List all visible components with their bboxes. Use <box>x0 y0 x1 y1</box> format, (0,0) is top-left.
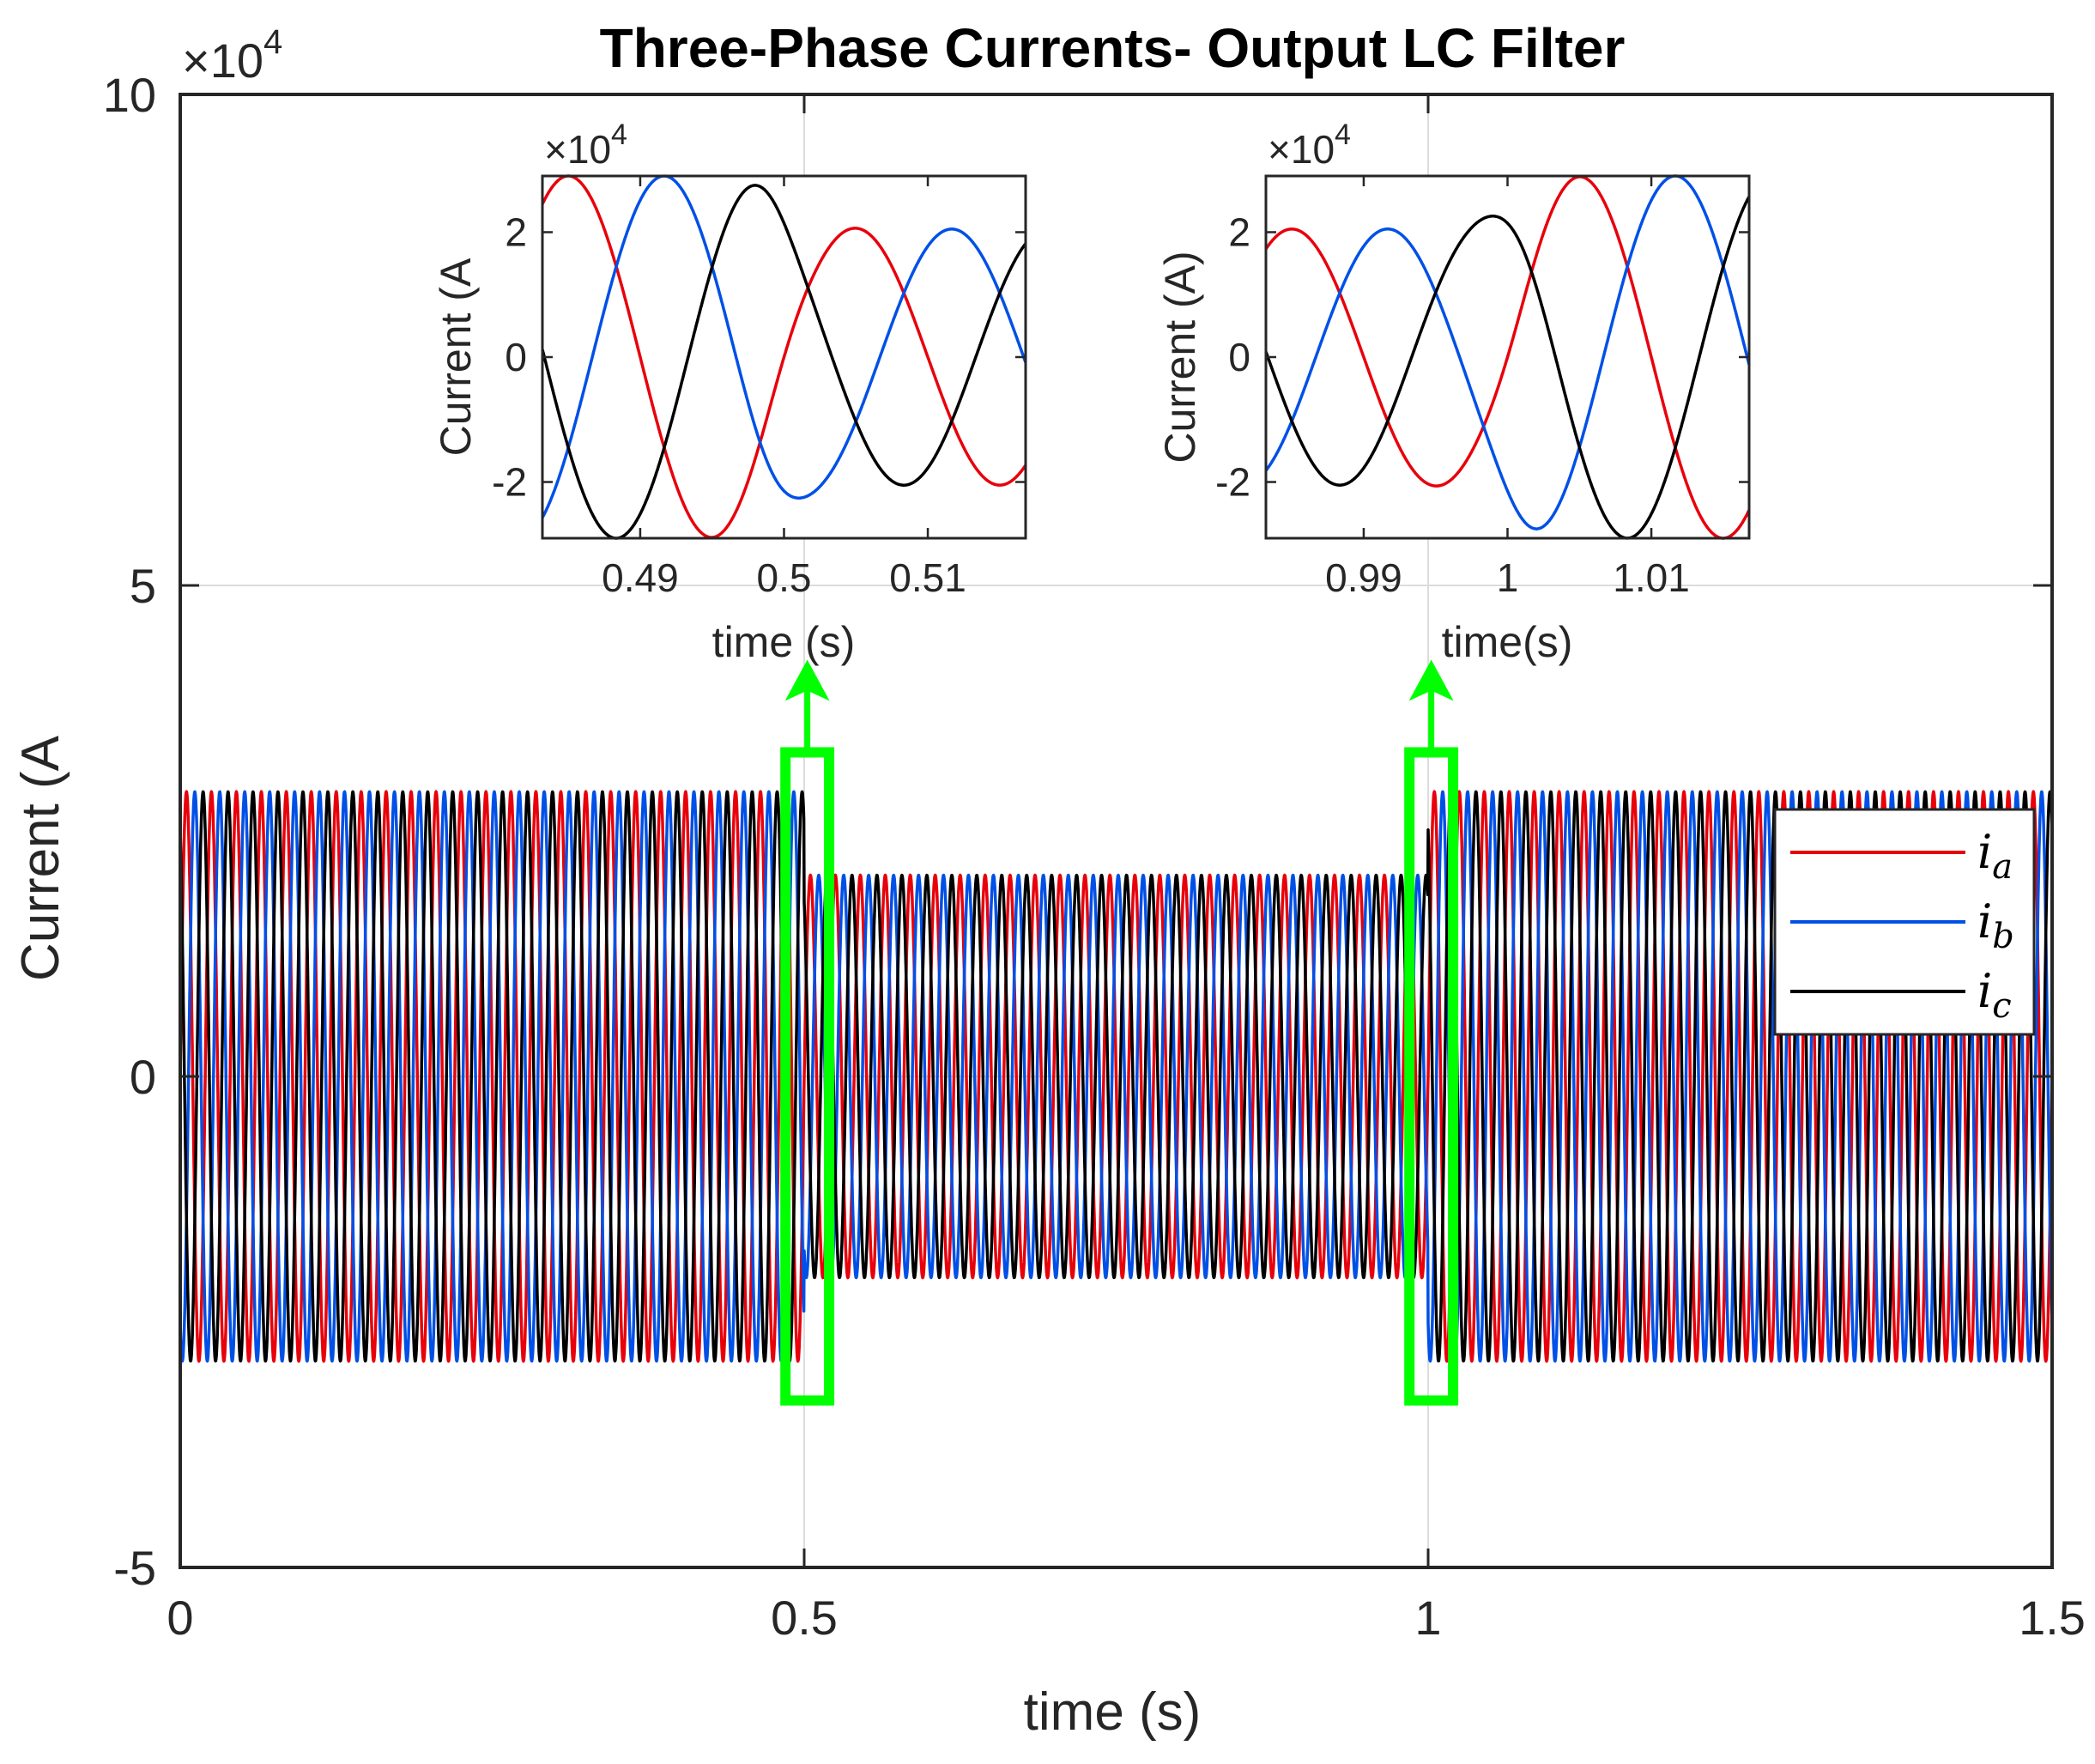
inset-series-line-i_c <box>1264 196 1751 540</box>
y-tick-label: 0 <box>130 1050 156 1104</box>
inset-y-tick-label: 0 <box>505 335 527 379</box>
inset-series-line-i_c <box>541 184 1027 540</box>
inset2-y-label: Current (A) <box>1156 251 1204 463</box>
inset-chart-2: 0.99 1 1.01 -2 0 2 time(s) Current (A) ×104 <box>1156 118 1751 666</box>
legend-label-subscript: c <box>1992 986 2011 1026</box>
inset2-series <box>1264 174 1751 540</box>
inset1-frame <box>541 174 1027 540</box>
inset-y-tick-label: 2 <box>505 209 527 254</box>
legend-label-subscript: b <box>1992 917 2014 956</box>
legend-label-base: i <box>1977 964 1992 1018</box>
main-series <box>179 790 2054 1363</box>
legend-label: ia <box>1977 825 2013 887</box>
inset2-frame <box>1264 174 1751 540</box>
x-tick-label: 0.5 <box>771 1591 838 1645</box>
legend-label-base: i <box>1977 894 1992 949</box>
x-tick-label: 1.5 <box>2019 1591 2086 1645</box>
inset-y-tick-label: 0 <box>1228 335 1250 379</box>
inset-y-tick-label: -2 <box>492 460 527 505</box>
main-plot-frame <box>179 93 2054 1569</box>
y-tick-label: 10 <box>103 68 156 122</box>
legend-label-base: i <box>1977 825 1992 879</box>
highlight-boxes <box>780 659 1459 1406</box>
x-tick-label: 1 <box>1414 1591 1441 1645</box>
highlight-arrow-head <box>1408 659 1454 701</box>
x-axis-label: time (s) <box>1024 1682 1202 1742</box>
legend-label-subscript: a <box>1992 847 2013 887</box>
chart-title: Three-Phase Currents- Output LC Filter <box>600 17 1626 79</box>
inset1-exponent-base: ×10 <box>544 127 611 172</box>
y-exponent-label: ×104 <box>182 23 282 88</box>
inset-x-tick-label: 0.99 <box>1325 555 1402 600</box>
y-tick-label: -5 <box>113 1541 156 1595</box>
inset-x-tick-label: 0.51 <box>889 555 966 600</box>
inset2-exponent-label: ×104 <box>1268 118 1351 172</box>
highlight-arrow-head <box>784 659 830 701</box>
inset2-exponent-base: ×10 <box>1268 127 1335 172</box>
x-tick-label: 0 <box>167 1591 193 1645</box>
inset-y-tick-label: -2 <box>1215 460 1250 505</box>
inset-y-tick-label: 2 <box>1228 209 1250 254</box>
series-line-i_a <box>179 790 2054 1363</box>
main-axes-frame <box>179 93 2054 1569</box>
inset-x-tick-label: 0.49 <box>602 555 679 600</box>
inset-series-line-i_a <box>541 174 1027 539</box>
inset1-y-label: Current (A <box>432 258 480 456</box>
inset1-exponent-power: 4 <box>611 118 627 151</box>
legend-label: ib <box>1977 894 2014 956</box>
inset1-exponent-label: ×104 <box>544 118 627 172</box>
inset-x-tick-label: 0.5 <box>757 555 812 600</box>
inset-series-line-i_b <box>541 174 1027 518</box>
inset-series-line-i_b <box>1264 174 1751 530</box>
inset2-ticks: 0.99 1 1.01 -2 0 2 <box>1215 176 1749 600</box>
legend-label: ic <box>1977 964 2012 1026</box>
inset-series-line-i_a <box>1264 175 1751 540</box>
y-axis-label: Current (A <box>11 735 70 981</box>
inset-x-tick-label: 1 <box>1497 555 1519 600</box>
inset1-series <box>541 174 1027 540</box>
inset1-ticks: 0.49 0.5 0.51 -2 0 2 <box>492 176 1026 600</box>
y-tick-label: 5 <box>130 559 156 613</box>
series-line-i_c <box>179 790 2054 1363</box>
inset2-x-label: time(s) <box>1442 618 1573 666</box>
inset-x-tick-label: 1.01 <box>1613 555 1690 600</box>
inset-chart-1: 0.49 0.5 0.51 -2 0 2 time (s) Current (A ×104 <box>432 118 1027 666</box>
inset1-x-label: time (s) <box>712 618 856 666</box>
inset2-exponent-power: 4 <box>1335 118 1351 151</box>
series-line-i_b <box>179 790 2054 1363</box>
y-exponent-base: ×10 <box>182 33 263 88</box>
y-exponent-power: 4 <box>263 23 282 61</box>
